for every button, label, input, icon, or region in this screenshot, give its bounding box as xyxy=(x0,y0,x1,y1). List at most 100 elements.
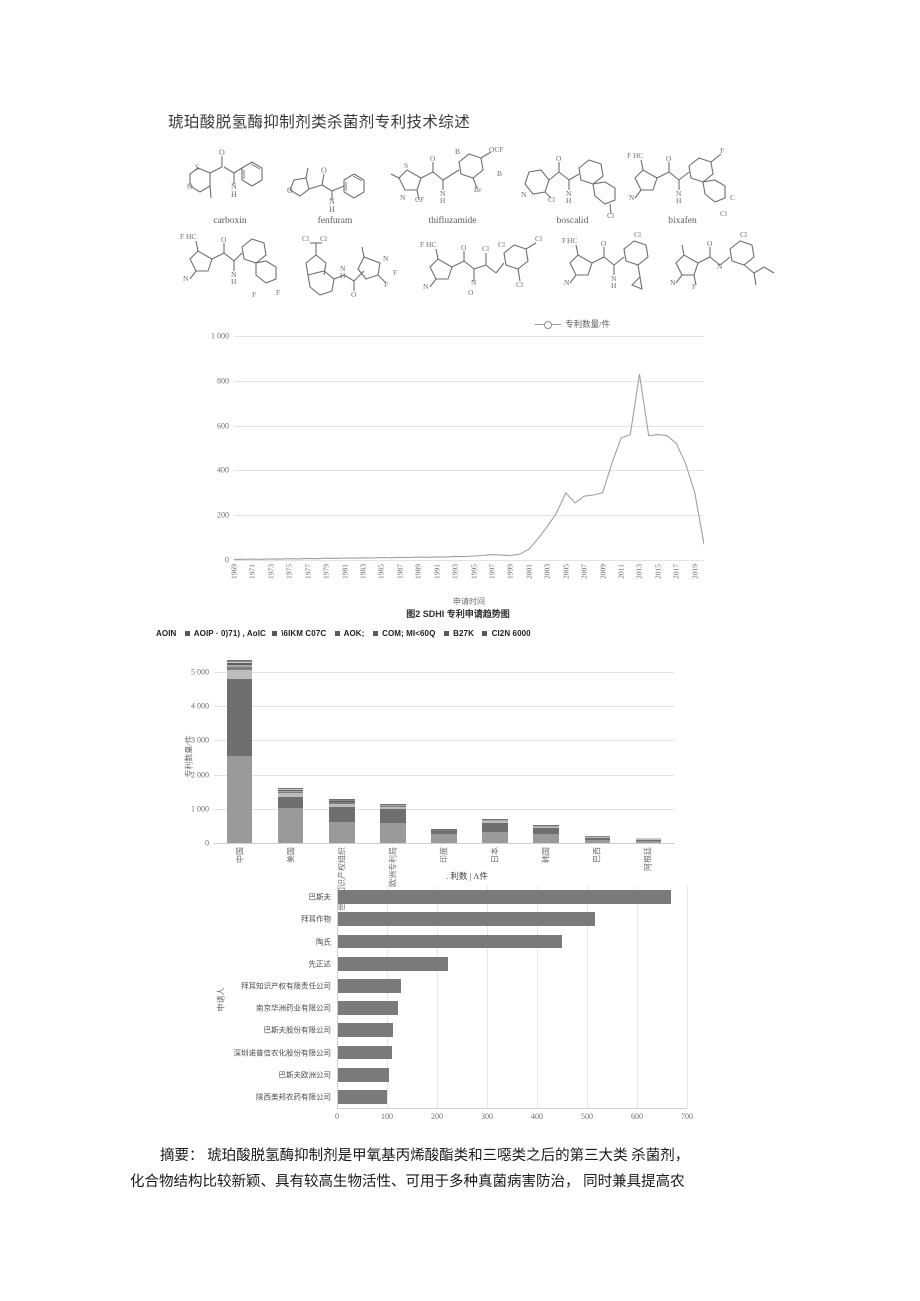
line-chart-xlabel: 申请时间 xyxy=(453,597,485,606)
y-axis-tick: 4 000 xyxy=(191,701,209,711)
svg-text:F: F xyxy=(180,232,184,241)
horizontal-bar[interactable] xyxy=(337,1001,398,1015)
bar-column[interactable] xyxy=(277,787,304,843)
svg-text:F: F xyxy=(252,290,256,299)
legend-line-marker xyxy=(535,320,562,329)
svg-text:N: N xyxy=(231,182,237,191)
horizontal-bar[interactable] xyxy=(337,912,595,927)
carboxin-structure-icon: S O O N H xyxy=(187,148,263,199)
bar-column[interactable] xyxy=(431,828,457,843)
applicant-label: 拜耳知识产权有限责任公司 xyxy=(241,981,331,991)
bar-column[interactable] xyxy=(533,824,559,843)
svg-text:N: N xyxy=(383,254,389,263)
y-axis-tick: 0 xyxy=(225,555,229,565)
x-axis-tick: 400 xyxy=(531,1112,543,1121)
svg-text:Cl: Cl xyxy=(535,234,542,243)
horizontal-bar[interactable] xyxy=(337,1023,393,1038)
svg-text:Cl: Cl xyxy=(302,234,309,243)
x-axis-tick: 1977 xyxy=(303,564,313,579)
structure-label-thifluzamide: thifluzamide xyxy=(428,216,477,226)
svg-text:F: F xyxy=(420,240,424,249)
svg-text:N: N xyxy=(231,270,237,279)
horizontal-bar[interactable] xyxy=(337,1090,387,1104)
x-axis-tick: 2019 xyxy=(690,564,700,579)
legend-text: CI2N 6000 xyxy=(489,629,531,638)
x-axis-tick: 1975 xyxy=(284,564,294,579)
x-axis-tick: 2011 xyxy=(616,564,626,579)
structure-row-1: S O O N H carboxin xyxy=(180,140,740,228)
y-axis-tick: 5 000 xyxy=(191,667,209,677)
bar-segment xyxy=(380,805,406,807)
horizontal-bar[interactable] xyxy=(337,934,562,949)
svg-text:N: N xyxy=(566,189,572,198)
bar-segment xyxy=(277,793,304,797)
horizontal-bar[interactable] xyxy=(337,890,671,904)
y-axis-tick: 400 xyxy=(217,465,229,475)
bar-segment xyxy=(226,664,253,667)
stacked-chart-legend: AOIN AOIP · 0)71) , AolC \6IKM C07C AOK;… xyxy=(156,629,716,638)
bar-column[interactable] xyxy=(584,835,611,843)
bar-segment xyxy=(533,826,559,829)
bar-column[interactable] xyxy=(329,799,355,843)
bar-segment xyxy=(277,788,304,790)
svg-text:O: O xyxy=(601,239,607,248)
svg-text:Cl: Cl xyxy=(607,211,614,220)
gridline xyxy=(234,560,704,561)
page-title: 琥珀酸脱氢酶抑制剂类杀菌剂专利技术综述 xyxy=(168,114,471,131)
x-axis-tick: 1999 xyxy=(505,564,515,579)
bar-column[interactable] xyxy=(482,818,508,843)
x-axis-tick: 2013 xyxy=(634,564,644,579)
structure-row2-5: O N N F Cl xyxy=(668,225,780,313)
abstract-text-1: 摘要： 琥珀酸脱氢酶抑制剂是甲氧基丙烯酸酯类和三噁类之后的第三大类 杀菌剂， xyxy=(160,1148,690,1164)
x-axis-tick: 2001 xyxy=(524,564,534,579)
x-axis-tick: 2009 xyxy=(598,564,608,579)
svg-text:O: O xyxy=(187,182,193,191)
svg-text:O: O xyxy=(321,166,327,175)
svg-text:HC: HC xyxy=(426,240,436,249)
svg-text:F: F xyxy=(276,288,280,297)
x-axis-tick: 2005 xyxy=(561,564,571,579)
horizontal-bar[interactable] xyxy=(337,956,448,971)
gridline xyxy=(234,470,704,472)
svg-text:N: N xyxy=(670,278,676,287)
patent-trend-chart: 专利数量/件 0 200 400 600 800 1 000 1969 1971 1973 197… xyxy=(196,318,720,619)
bar-segment xyxy=(584,837,611,840)
svg-text:N: N xyxy=(717,262,723,271)
bar-segment xyxy=(431,834,457,843)
structure-label-fenfuram: fenfuram xyxy=(317,216,353,226)
y-axis-line xyxy=(337,886,338,1108)
abstract-line-1: 摘要： 琥珀酸脱氢酶抑制剂是甲氧基丙烯酸酯类和三噁类之后的第三大类 杀菌剂， xyxy=(130,1143,790,1169)
x-axis-tick: 1981 xyxy=(340,564,350,579)
bar-segment xyxy=(533,826,559,827)
svg-text:O: O xyxy=(430,154,436,163)
gridline xyxy=(537,886,538,1108)
y-axis-tick: 3 000 xyxy=(191,735,209,745)
bar-column[interactable] xyxy=(226,659,253,843)
legend-text: B27K xyxy=(450,629,477,638)
horizontal-bar[interactable] xyxy=(337,1067,389,1082)
category-label: 美国 xyxy=(286,847,296,863)
bar-column[interactable] xyxy=(380,803,406,843)
abstract-block: 摘要： 琥珀酸脱氢酶抑制剂是甲氧基丙烯酸酯类和三噁类之后的第三大类 杀菌剂， 化… xyxy=(130,1143,790,1195)
applicant-label: 拜耳作物 xyxy=(301,914,331,924)
y-axis-tick: 2 000 xyxy=(191,770,209,780)
svg-text:Cl: Cl xyxy=(516,280,523,289)
horizontal-bar[interactable] xyxy=(337,979,401,993)
x-axis-tick: 600 xyxy=(631,1112,643,1121)
bar-column[interactable] xyxy=(635,837,662,843)
svg-text:F: F xyxy=(384,280,388,289)
x-axis-tick: 1987 xyxy=(395,564,405,579)
svg-text:O: O xyxy=(707,239,713,248)
applicant-label: 巴斯夫 xyxy=(308,892,332,902)
bar-segment xyxy=(635,839,662,841)
applicant-chart-ylabel: 申请人 xyxy=(216,987,226,1012)
horizontal-bar[interactable] xyxy=(337,1045,392,1060)
svg-text:N: N xyxy=(521,190,527,199)
